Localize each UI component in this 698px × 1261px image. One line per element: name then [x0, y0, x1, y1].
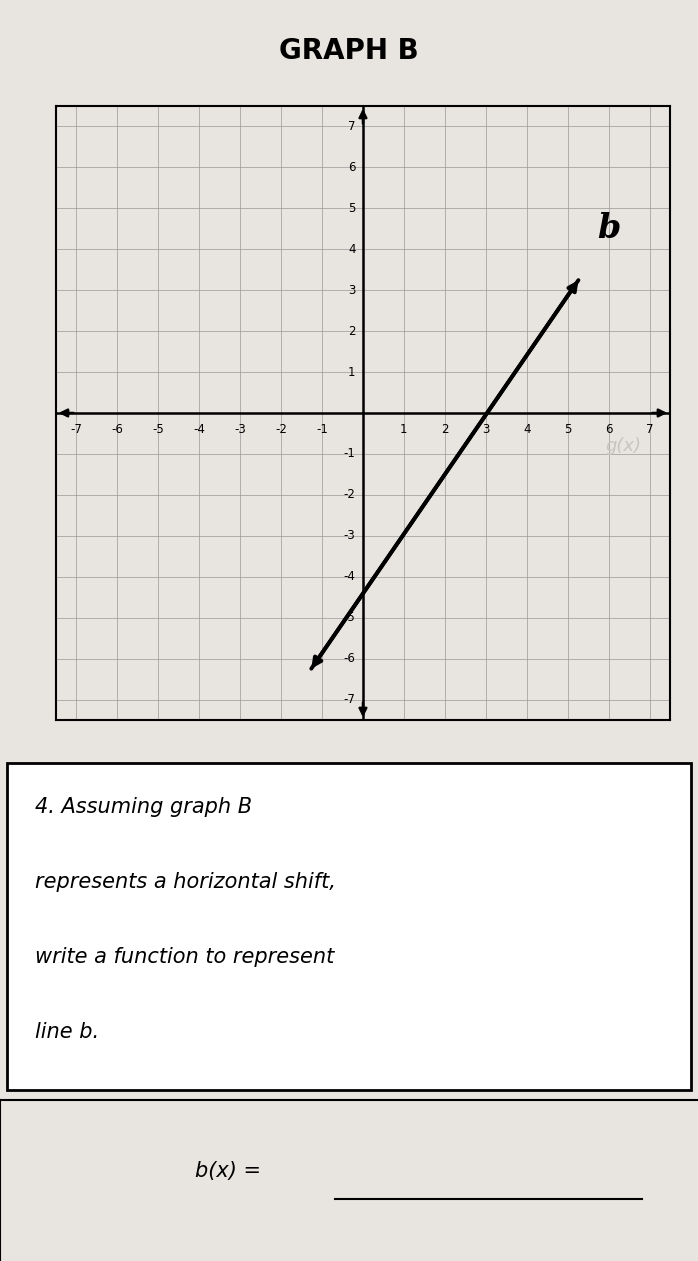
Text: 5: 5 [564, 424, 572, 436]
Text: line b.: line b. [35, 1023, 99, 1042]
FancyBboxPatch shape [7, 763, 691, 1091]
Text: 7: 7 [646, 424, 653, 436]
Text: -1: -1 [316, 424, 328, 436]
Text: 3: 3 [482, 424, 489, 436]
Text: -2: -2 [343, 488, 355, 502]
Text: -4: -4 [343, 570, 355, 584]
Text: represents a horizontal shift,: represents a horizontal shift, [35, 873, 336, 893]
Text: 6: 6 [348, 161, 355, 174]
Text: -6: -6 [343, 652, 355, 665]
Text: 5: 5 [348, 202, 355, 214]
Text: -7: -7 [70, 424, 82, 436]
Text: 3: 3 [348, 284, 355, 296]
Text: write a function to represent: write a function to represent [35, 947, 334, 967]
Text: -6: -6 [111, 424, 124, 436]
Text: 1: 1 [348, 366, 355, 378]
Text: -3: -3 [344, 530, 355, 542]
Text: -3: -3 [235, 424, 246, 436]
Text: -5: -5 [344, 612, 355, 624]
Text: 2: 2 [348, 324, 355, 338]
Text: -2: -2 [275, 424, 287, 436]
Text: -5: -5 [152, 424, 164, 436]
Text: 2: 2 [441, 424, 449, 436]
Text: -1: -1 [343, 448, 355, 460]
Text: -7: -7 [343, 694, 355, 706]
Text: g(x): g(x) [605, 436, 641, 455]
Text: 4: 4 [523, 424, 530, 436]
Text: GRAPH B: GRAPH B [279, 37, 419, 64]
Text: b: b [597, 212, 621, 245]
Text: b(x) =: b(x) = [195, 1161, 262, 1180]
Text: 4. Assuming graph B: 4. Assuming graph B [35, 797, 252, 817]
Text: 1: 1 [400, 424, 408, 436]
Text: 6: 6 [605, 424, 612, 436]
Text: -4: -4 [193, 424, 205, 436]
Text: 7: 7 [348, 120, 355, 132]
Text: 4: 4 [348, 242, 355, 256]
